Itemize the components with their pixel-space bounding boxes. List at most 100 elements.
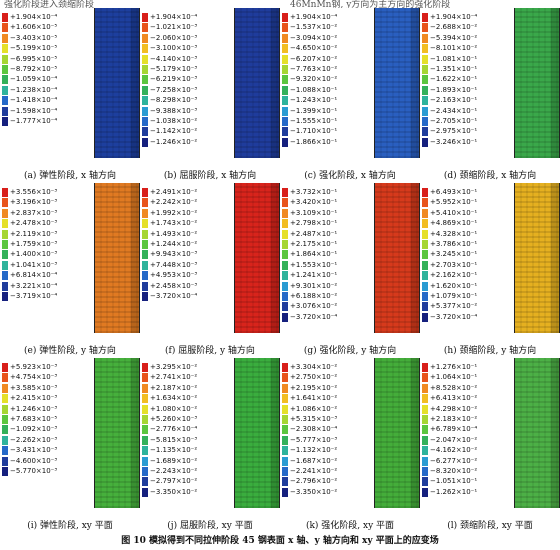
legend-value: +1.553×10⁻¹ — [290, 260, 338, 269]
legend-swatch — [142, 23, 148, 33]
legend-entry: −2.163×10⁻¹ — [422, 95, 500, 106]
legend-entry: +1.641×10⁻² — [282, 393, 360, 404]
legend-value: +5.952×10⁻¹ — [430, 198, 478, 207]
legend-value: +2.478×10⁻³ — [10, 219, 58, 228]
legend-swatch — [282, 239, 288, 249]
subfigure-caption: (i) 弹性阶段, xy 平面 — [27, 521, 113, 531]
legend-swatch — [282, 260, 288, 270]
legend-entry: −3.350×10⁻² — [142, 487, 220, 497]
legend-value: +1.641×10⁻² — [290, 394, 338, 403]
legend-entry: −1.866×10⁻¹ — [282, 137, 360, 147]
legend-value: +1.904×10⁻⁴ — [430, 13, 478, 21]
legend-swatch — [142, 487, 148, 497]
legend-value: −2.796×10⁻² — [290, 477, 338, 486]
legend-swatch — [422, 239, 428, 249]
legend-value: +2.119×10⁻³ — [10, 229, 58, 238]
legend-swatch — [282, 302, 288, 312]
legend-value: −3.720×10⁻⁴ — [430, 312, 478, 321]
legend-value: −3.100×10⁻³ — [150, 44, 198, 53]
legend-swatch — [2, 54, 8, 64]
legend-entry: −8.101×10⁻² — [422, 43, 500, 54]
legend-swatch — [422, 425, 428, 435]
legend-entry: −1.351×10⁻¹ — [422, 64, 500, 74]
legend-entry: −1.777×10⁻⁴ — [2, 116, 80, 126]
legend-entry: +1.080×10⁻² — [142, 404, 220, 414]
legend-entry: −2.796×10⁻² — [282, 476, 360, 487]
legend-entry: +4.298×10⁻² — [422, 404, 500, 414]
legend-entry: +2.458×10⁻³ — [142, 281, 220, 291]
legend-value: −6.277×10⁻² — [430, 456, 478, 465]
legend-entry: +2.491×10⁻² — [142, 187, 220, 197]
legend-entry: +1.553×10⁻¹ — [282, 260, 360, 270]
legend-value: +5.260×10⁻³ — [150, 414, 198, 423]
legend-swatch — [2, 44, 8, 54]
specimen-fill — [515, 8, 559, 158]
legend-value: −2.243×10⁻² — [150, 466, 198, 475]
legend-value: +2.242×10⁻² — [150, 198, 198, 207]
specimen-contour-plot — [514, 358, 560, 508]
legend-swatch — [2, 208, 8, 218]
subfigure-caption: (d) 颈缩阶段, x 轴方向 — [443, 171, 537, 181]
legend-value: −3.246×10⁻¹ — [430, 137, 478, 146]
specimen-contour-plot — [514, 183, 560, 333]
legend-entry: −1.132×10⁻² — [282, 445, 360, 456]
specimen-shading — [271, 183, 279, 333]
legend-value: +9.943×10⁻³ — [150, 250, 198, 259]
legend-value: +1.992×10⁻² — [150, 208, 198, 217]
legend-value: +1.493×10⁻² — [150, 229, 198, 238]
legend-entry: −2.776×10⁻⁴ — [142, 424, 220, 435]
legend-value: +2.175×10⁻¹ — [290, 239, 338, 248]
legend-entry: −1.081×10⁻¹ — [422, 54, 500, 64]
subfigure-b: +1.904×10⁻⁴ −1.021×10⁻³ −2.060×10⁻³ −3.100×… — [140, 8, 280, 186]
legend-entry: +5.377×10⁻² — [422, 301, 500, 312]
legend-entry: −5.199×10⁻⁵ — [2, 43, 80, 54]
specimen-contour-plot — [94, 358, 140, 508]
legend-value: +4.754×10⁻³ — [10, 373, 58, 382]
legend-swatch — [282, 137, 288, 147]
legend-swatch — [142, 219, 148, 229]
legend-value: +1.904×10⁻⁴ — [10, 13, 58, 21]
legend-value: +3.245×10⁻¹ — [430, 250, 478, 259]
legend-swatch — [2, 404, 8, 414]
specimen-shading — [551, 183, 559, 333]
legend-swatch — [2, 373, 8, 383]
legend-swatch — [282, 435, 288, 445]
legend-entry: −2.434×10⁻¹ — [422, 106, 500, 116]
legend-entry: +2.703×10⁻¹ — [422, 260, 500, 270]
legend-entry: +3.076×10⁻² — [282, 301, 360, 312]
legend-swatch — [2, 75, 8, 85]
legend-entry: −1.893×10⁻¹ — [422, 85, 500, 95]
legend-value: −5.179×10⁻³ — [150, 64, 198, 73]
legend-swatch — [422, 414, 428, 424]
legend-swatch — [142, 425, 148, 435]
subfigure-d: +1.904×10⁻⁴ −2.688×10⁻² −5.394×10⁻² −8.101×… — [420, 8, 560, 186]
legend-swatch — [142, 404, 148, 414]
legend-swatch — [282, 414, 288, 424]
legend-entry: +1.634×10⁻² — [142, 393, 220, 404]
legend-entry: −6.219×10⁻³ — [142, 74, 220, 85]
legend-value: −1.777×10⁻⁴ — [10, 116, 58, 125]
legend-swatch — [142, 96, 148, 106]
legend-swatch — [142, 446, 148, 456]
legend-swatch — [142, 271, 148, 281]
legend-value: +1.241×10⁻¹ — [290, 271, 338, 280]
legend-entry: +2.415×10⁻³ — [2, 393, 80, 404]
specimen-fill — [515, 358, 559, 508]
legend-entry: +3.196×10⁻³ — [2, 197, 80, 208]
legend-swatch — [422, 466, 428, 476]
specimen-shading — [271, 358, 279, 508]
legend-swatch — [422, 229, 428, 239]
legend-swatch — [142, 281, 148, 291]
specimen-contour-plot — [234, 358, 280, 508]
legend-value: −2.434×10⁻¹ — [430, 106, 478, 115]
legend-swatch — [422, 85, 428, 95]
legend-value: −1.866×10⁻¹ — [290, 137, 338, 146]
legend-value: +1.276×10⁻¹ — [430, 363, 478, 371]
legend-entry: +1.904×10⁻⁴ — [142, 12, 220, 22]
legend-swatch — [422, 404, 428, 414]
subfigure-k: +3.304×10⁻² +2.750×10⁻² +2.195×10⁻² +1.641×… — [280, 358, 420, 536]
subfigure-caption: (j) 屈服阶段, xy 平面 — [167, 521, 253, 531]
legend-value: +3.196×10⁻³ — [10, 198, 58, 207]
legend-entry: −1.088×10⁻¹ — [282, 85, 360, 95]
legend-entry: +6.188×10⁻² — [282, 291, 360, 301]
